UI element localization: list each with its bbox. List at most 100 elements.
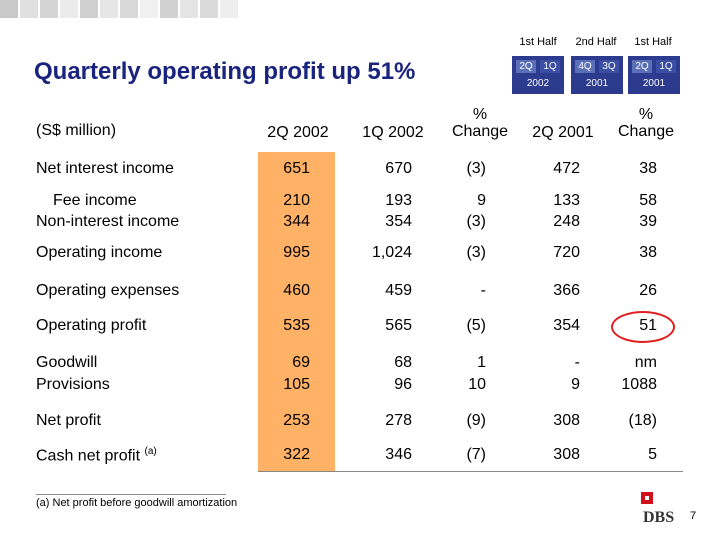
table-cell: 308 [553, 446, 580, 463]
table-cell: 248 [553, 213, 580, 230]
row-label-operating-expenses: Operating expenses [36, 282, 180, 299]
table-cell: 720 [553, 244, 580, 261]
decor-square [20, 0, 38, 18]
table-cell: nm [634, 354, 657, 371]
table-cell: 253 [283, 412, 310, 429]
table-cell: 670 [385, 160, 412, 177]
table-cell: 1,024 [371, 244, 412, 261]
quarter-label: 2Q [516, 60, 536, 73]
period-label: 1st Half [634, 36, 672, 48]
period-year: 2002 [526, 78, 550, 89]
table-cell: 459 [385, 282, 412, 299]
table-cell: 5 [648, 446, 657, 463]
row-label-net-interest: Net interest income [36, 160, 174, 177]
table-cell: 322 [283, 446, 310, 463]
row-label-non-interest: Non-interest income [36, 213, 180, 230]
table-cell: 39 [639, 213, 657, 230]
table-cell: 58 [639, 192, 657, 209]
row-label-operating-income: Operating income [36, 244, 163, 261]
table-cell: (5) [466, 317, 486, 334]
period-label: 1st Half [519, 36, 557, 48]
row-label-net-profit: Net profit [36, 412, 101, 429]
table-cell: (3) [466, 160, 486, 177]
pct-symbol: % [638, 106, 654, 123]
footnote: (a) Net profit before goodwill amortizat… [36, 497, 238, 509]
highlight-circle [611, 311, 675, 343]
table-cell: (3) [466, 213, 486, 230]
table-cell: 9 [477, 192, 486, 209]
table-cell: 346 [385, 446, 412, 463]
table-cell: (9) [466, 412, 486, 429]
table-cell: 354 [553, 317, 580, 334]
decor-square [200, 0, 218, 18]
decor-square [140, 0, 158, 18]
table-cell: 995 [283, 244, 310, 261]
quarter-label: 1Q [656, 60, 676, 73]
table-cell: 1 [477, 354, 486, 371]
column-header-2q2001: 2Q 2001 [532, 124, 594, 141]
cash-net-profit-text: Cash net profit [36, 447, 141, 465]
table-cell: 210 [283, 192, 310, 209]
table-cell: 10 [468, 376, 486, 393]
period-year: 2001 [585, 78, 609, 89]
decorative-squares [0, 0, 260, 24]
quarter-label: 2Q [632, 60, 652, 73]
row-label-fee-income: Fee income [53, 192, 137, 209]
decor-square [80, 0, 98, 18]
decor-square [180, 0, 198, 18]
row-label-cash-net-profit: Cash net profit (a) [36, 446, 157, 465]
decor-square [120, 0, 138, 18]
period-box: 4Q 3Q 2001 [571, 56, 623, 94]
table-cell: (18) [628, 412, 657, 429]
period-label: 2nd Half [575, 36, 617, 48]
table-cell: (7) [466, 446, 486, 463]
dbs-logo-icon: DBS [641, 492, 674, 526]
column-header-pct-1: % Change [444, 106, 516, 140]
footnote-divider [36, 494, 226, 495]
table-cell: 193 [385, 192, 412, 209]
table-cell: 105 [283, 376, 310, 393]
column-header-pct-2: % Change [610, 106, 682, 140]
table-cell: 68 [394, 354, 412, 371]
table-cell: (3) [466, 244, 486, 261]
table-cell: - [574, 354, 580, 371]
decor-square [160, 0, 178, 18]
table-bottom-rule [258, 471, 683, 472]
logo-text: DBS [643, 509, 674, 526]
row-label-goodwill: Goodwill [36, 354, 98, 371]
table-cell: 460 [283, 282, 310, 299]
page-number: 7 [690, 510, 697, 522]
table-cell: 38 [639, 244, 657, 261]
dbs-logo: DBS [640, 490, 680, 526]
period-box: 2Q 1Q 2001 [628, 56, 680, 94]
footnote-ref: (a) [144, 446, 157, 457]
quarter-label: 4Q [575, 60, 595, 73]
decor-square [0, 0, 18, 18]
row-label-operating-profit: Operating profit [36, 317, 147, 334]
change-label: Change [451, 123, 509, 140]
table-cell: 1088 [621, 376, 657, 393]
decor-square [40, 0, 58, 18]
table-cell: 133 [553, 192, 580, 209]
unit-label: (S$ million) [36, 122, 117, 139]
page-title: Quarterly operating profit up 51% [34, 58, 416, 85]
period-year: 2001 [642, 78, 666, 89]
decor-square [220, 0, 238, 18]
quarter-label: 3Q [599, 60, 619, 73]
period-box: 2Q 1Q 2002 [512, 56, 564, 94]
change-label: Change [617, 123, 675, 140]
decor-square [60, 0, 78, 18]
table-cell: 26 [639, 282, 657, 299]
table-cell: 38 [639, 160, 657, 177]
quarter-label: 1Q [540, 60, 560, 73]
row-label-provisions: Provisions [36, 376, 110, 393]
column-header-2q2002: 2Q 2002 [267, 124, 329, 141]
decor-square [100, 0, 118, 18]
table-cell: 344 [283, 213, 310, 230]
pct-symbol: % [472, 106, 488, 123]
column-header-1q2002: 1Q 2002 [362, 124, 424, 141]
table-cell: 535 [283, 317, 310, 334]
table-cell: 96 [394, 376, 412, 393]
table-cell: 9 [571, 376, 580, 393]
table-cell: 308 [553, 412, 580, 429]
